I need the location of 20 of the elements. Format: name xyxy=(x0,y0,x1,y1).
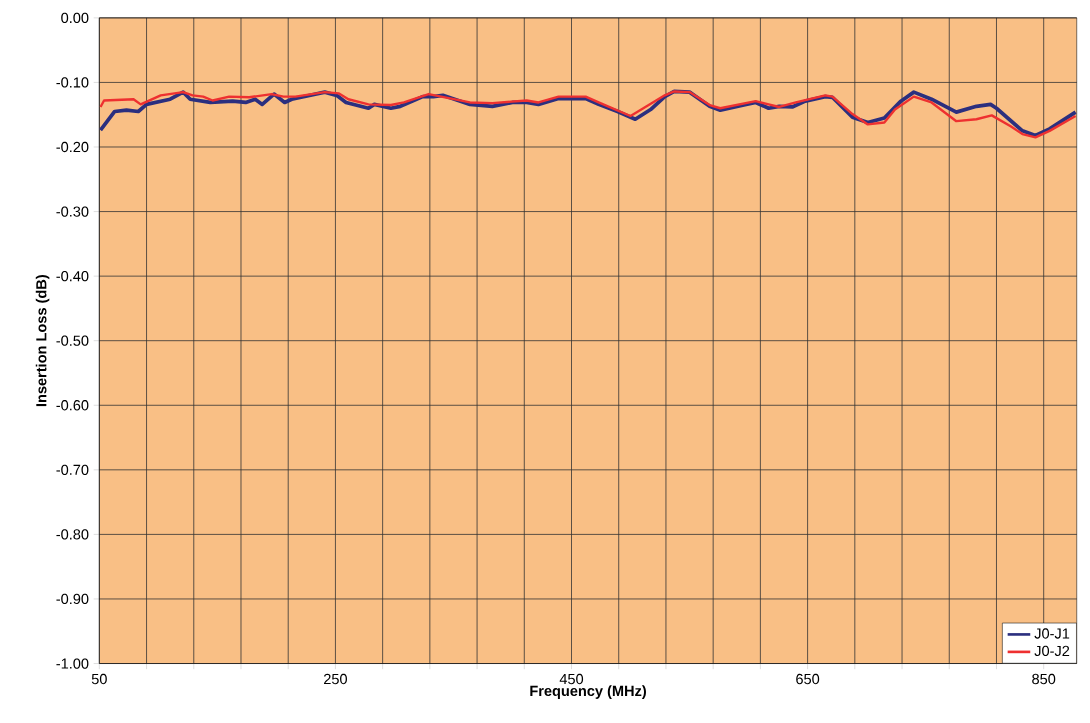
y-tick-label: -0.60 xyxy=(56,400,89,411)
y-tick-label: -0.10 xyxy=(56,77,89,88)
x-tick-label: 450 xyxy=(559,673,584,685)
x-tick-label: 650 xyxy=(796,673,820,685)
y-tick-label: -0.90 xyxy=(56,593,89,605)
x-tick-label: 850 xyxy=(1032,673,1056,685)
y-tick-label: -0.20 xyxy=(56,141,89,153)
x-tick-label: 250 xyxy=(324,673,347,685)
y-tick-label: -0.80 xyxy=(56,529,89,540)
y-tick-label: -0.50 xyxy=(56,335,89,346)
x-axis-title: Frequency (MHz) xyxy=(530,685,646,699)
x-tick-label: 50 xyxy=(91,673,107,685)
legend-label: J0-J1 xyxy=(1034,628,1070,639)
y-axis-title: Insertion Loss (dB) xyxy=(35,274,50,407)
y-tick-label: -0.40 xyxy=(56,270,89,282)
y-tick-label: -0.30 xyxy=(56,206,89,217)
y-tick-label: -0.70 xyxy=(56,464,89,475)
y-tick-label: -1.00 xyxy=(56,658,89,669)
legend-label: J0-J2 xyxy=(1034,645,1070,657)
y-tick-label: 0.00 xyxy=(61,12,89,23)
